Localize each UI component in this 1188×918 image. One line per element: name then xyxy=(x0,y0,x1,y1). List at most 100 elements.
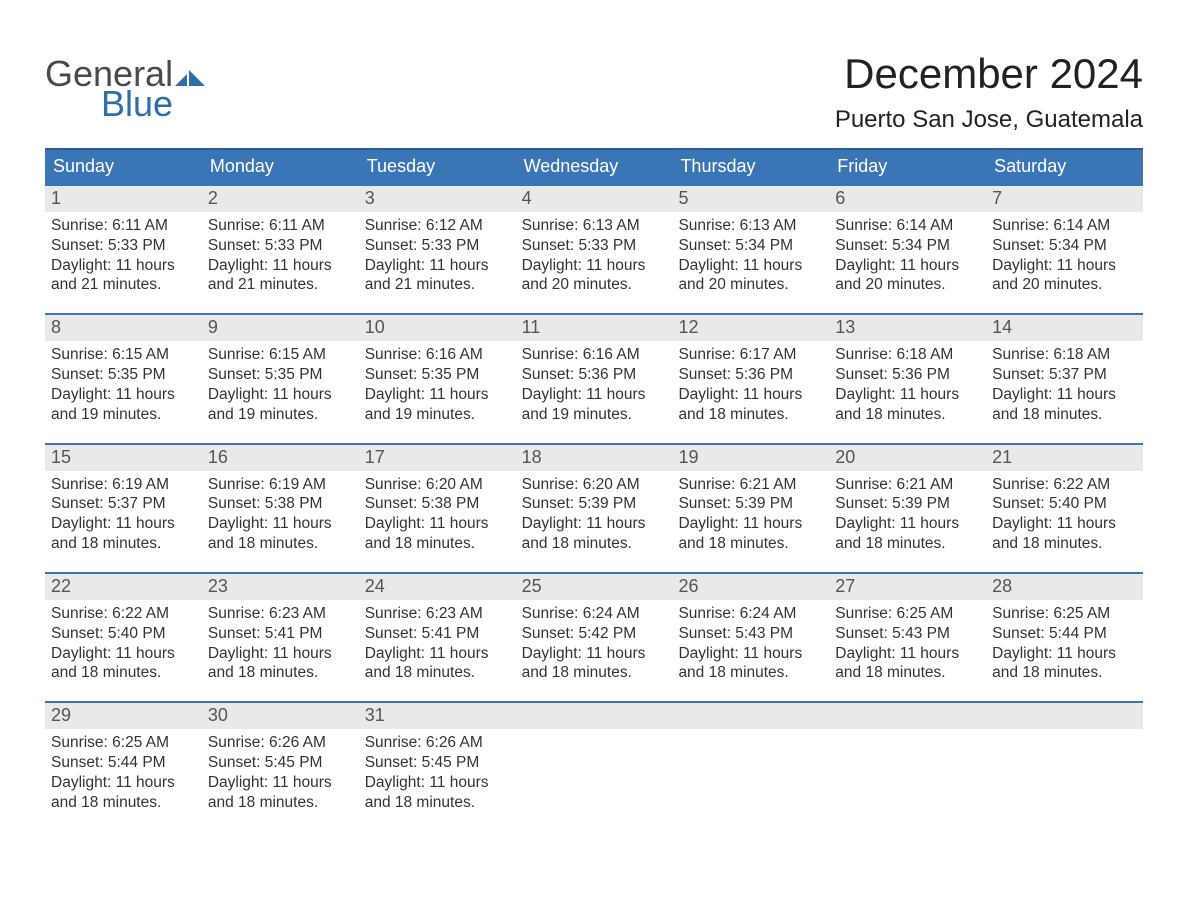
daylight-line-2: and 18 minutes. xyxy=(51,534,196,554)
sunrise-line: Sunrise: 6:16 AM xyxy=(365,345,510,365)
day-number: 30 xyxy=(202,703,359,729)
sunset-line: Sunset: 5:38 PM xyxy=(208,494,353,514)
weeks-container: 1Sunrise: 6:11 AMSunset: 5:33 PMDaylight… xyxy=(45,184,1143,817)
daylight-line-2: and 18 minutes. xyxy=(678,405,823,425)
day-number: 8 xyxy=(45,315,202,341)
day-cell: 8Sunrise: 6:15 AMSunset: 5:35 PMDaylight… xyxy=(45,315,202,428)
daylight-line-2: and 18 minutes. xyxy=(835,534,980,554)
day-number: 23 xyxy=(202,574,359,600)
sunset-line: Sunset: 5:33 PM xyxy=(51,236,196,256)
sunrise-line: Sunrise: 6:25 AM xyxy=(51,733,196,753)
sunrise-line: Sunrise: 6:21 AM xyxy=(678,475,823,495)
sunrise-line: Sunrise: 6:19 AM xyxy=(208,475,353,495)
day-cell xyxy=(516,703,673,816)
day-cell: 19Sunrise: 6:21 AMSunset: 5:39 PMDayligh… xyxy=(672,445,829,558)
day-body: Sunrise: 6:23 AMSunset: 5:41 PMDaylight:… xyxy=(359,600,516,687)
sunset-line: Sunset: 5:44 PM xyxy=(51,753,196,773)
day-body: Sunrise: 6:19 AMSunset: 5:38 PMDaylight:… xyxy=(202,471,359,558)
sunrise-line: Sunrise: 6:22 AM xyxy=(51,604,196,624)
sunrise-line: Sunrise: 6:11 AM xyxy=(208,216,353,236)
sunrise-line: Sunrise: 6:23 AM xyxy=(365,604,510,624)
daylight-line-1: Daylight: 11 hours xyxy=(208,385,353,405)
sunrise-line: Sunrise: 6:14 AM xyxy=(835,216,980,236)
day-cell: 7Sunrise: 6:14 AMSunset: 5:34 PMDaylight… xyxy=(986,186,1143,299)
sunrise-line: Sunrise: 6:20 AM xyxy=(365,475,510,495)
daylight-line-1: Daylight: 11 hours xyxy=(365,514,510,534)
daylight-line-1: Daylight: 11 hours xyxy=(522,514,667,534)
daylight-line-1: Daylight: 11 hours xyxy=(208,644,353,664)
sunrise-line: Sunrise: 6:23 AM xyxy=(208,604,353,624)
daylight-line-2: and 18 minutes. xyxy=(365,534,510,554)
sunrise-line: Sunrise: 6:25 AM xyxy=(992,604,1137,624)
sunset-line: Sunset: 5:34 PM xyxy=(835,236,980,256)
day-body: Sunrise: 6:26 AMSunset: 5:45 PMDaylight:… xyxy=(359,729,516,816)
dow-thursday: Thursday xyxy=(672,150,829,184)
day-number: 5 xyxy=(672,186,829,212)
daylight-line-2: and 18 minutes. xyxy=(992,405,1137,425)
daylight-line-2: and 18 minutes. xyxy=(208,534,353,554)
logo: General Blue xyxy=(45,50,205,122)
dow-saturday: Saturday xyxy=(986,150,1143,184)
sunset-line: Sunset: 5:34 PM xyxy=(678,236,823,256)
daylight-line-1: Daylight: 11 hours xyxy=(835,256,980,276)
day-body: Sunrise: 6:19 AMSunset: 5:37 PMDaylight:… xyxy=(45,471,202,558)
day-cell: 14Sunrise: 6:18 AMSunset: 5:37 PMDayligh… xyxy=(986,315,1143,428)
day-number: 25 xyxy=(516,574,673,600)
day-body: Sunrise: 6:25 AMSunset: 5:44 PMDaylight:… xyxy=(45,729,202,816)
daylight-line-1: Daylight: 11 hours xyxy=(522,385,667,405)
day-cell: 18Sunrise: 6:20 AMSunset: 5:39 PMDayligh… xyxy=(516,445,673,558)
sunset-line: Sunset: 5:33 PM xyxy=(522,236,667,256)
day-body: Sunrise: 6:26 AMSunset: 5:45 PMDaylight:… xyxy=(202,729,359,816)
day-cell: 5Sunrise: 6:13 AMSunset: 5:34 PMDaylight… xyxy=(672,186,829,299)
week-row: 22Sunrise: 6:22 AMSunset: 5:40 PMDayligh… xyxy=(45,572,1143,687)
day-body: Sunrise: 6:21 AMSunset: 5:39 PMDaylight:… xyxy=(672,471,829,558)
daylight-line-1: Daylight: 11 hours xyxy=(992,644,1137,664)
daylight-line-1: Daylight: 11 hours xyxy=(992,256,1137,276)
day-cell: 25Sunrise: 6:24 AMSunset: 5:42 PMDayligh… xyxy=(516,574,673,687)
sunrise-line: Sunrise: 6:14 AM xyxy=(992,216,1137,236)
day-number: 9 xyxy=(202,315,359,341)
daylight-line-1: Daylight: 11 hours xyxy=(365,256,510,276)
daylight-line-1: Daylight: 11 hours xyxy=(208,773,353,793)
day-cell: 24Sunrise: 6:23 AMSunset: 5:41 PMDayligh… xyxy=(359,574,516,687)
sunset-line: Sunset: 5:35 PM xyxy=(51,365,196,385)
empty-day-header xyxy=(829,703,986,729)
sunrise-line: Sunrise: 6:24 AM xyxy=(678,604,823,624)
day-cell: 6Sunrise: 6:14 AMSunset: 5:34 PMDaylight… xyxy=(829,186,986,299)
sunrise-line: Sunrise: 6:22 AM xyxy=(992,475,1137,495)
daylight-line-2: and 19 minutes. xyxy=(51,405,196,425)
sunset-line: Sunset: 5:43 PM xyxy=(678,624,823,644)
day-number: 3 xyxy=(359,186,516,212)
day-body: Sunrise: 6:13 AMSunset: 5:34 PMDaylight:… xyxy=(672,212,829,299)
day-number: 26 xyxy=(672,574,829,600)
calendar: Sunday Monday Tuesday Wednesday Thursday… xyxy=(45,148,1143,817)
sunrise-line: Sunrise: 6:25 AM xyxy=(835,604,980,624)
day-body: Sunrise: 6:15 AMSunset: 5:35 PMDaylight:… xyxy=(202,341,359,428)
day-cell: 2Sunrise: 6:11 AMSunset: 5:33 PMDaylight… xyxy=(202,186,359,299)
day-number: 16 xyxy=(202,445,359,471)
sunset-line: Sunset: 5:38 PM xyxy=(365,494,510,514)
daylight-line-2: and 18 minutes. xyxy=(678,534,823,554)
daylight-line-2: and 21 minutes. xyxy=(365,275,510,295)
daylight-line-1: Daylight: 11 hours xyxy=(522,644,667,664)
sunrise-line: Sunrise: 6:18 AM xyxy=(835,345,980,365)
day-body: Sunrise: 6:15 AMSunset: 5:35 PMDaylight:… xyxy=(45,341,202,428)
daylight-line-1: Daylight: 11 hours xyxy=(51,773,196,793)
daylight-line-2: and 18 minutes. xyxy=(51,793,196,813)
flag-icon xyxy=(175,66,205,86)
daylight-line-2: and 20 minutes. xyxy=(678,275,823,295)
sunset-line: Sunset: 5:40 PM xyxy=(992,494,1137,514)
sunset-line: Sunset: 5:42 PM xyxy=(522,624,667,644)
daylight-line-1: Daylight: 11 hours xyxy=(835,385,980,405)
day-cell: 15Sunrise: 6:19 AMSunset: 5:37 PMDayligh… xyxy=(45,445,202,558)
sunset-line: Sunset: 5:41 PM xyxy=(365,624,510,644)
dow-sunday: Sunday xyxy=(45,150,202,184)
sunrise-line: Sunrise: 6:15 AM xyxy=(208,345,353,365)
daylight-line-1: Daylight: 11 hours xyxy=(678,256,823,276)
day-cell: 11Sunrise: 6:16 AMSunset: 5:36 PMDayligh… xyxy=(516,315,673,428)
daylight-line-2: and 18 minutes. xyxy=(51,663,196,683)
sunset-line: Sunset: 5:39 PM xyxy=(522,494,667,514)
day-cell: 13Sunrise: 6:18 AMSunset: 5:36 PMDayligh… xyxy=(829,315,986,428)
day-cell: 16Sunrise: 6:19 AMSunset: 5:38 PMDayligh… xyxy=(202,445,359,558)
sunrise-line: Sunrise: 6:20 AM xyxy=(522,475,667,495)
